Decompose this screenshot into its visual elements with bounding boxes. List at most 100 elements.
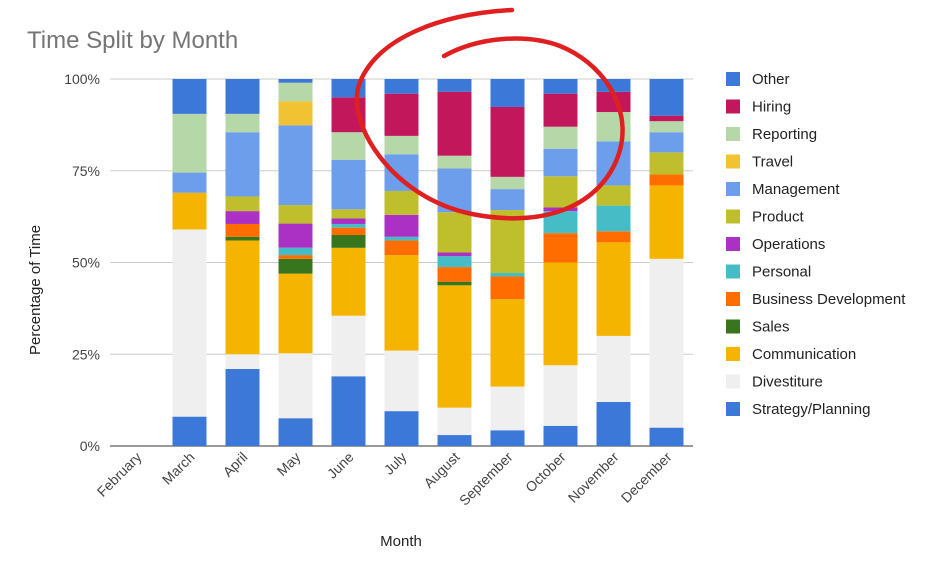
x-tick-label: June	[324, 449, 357, 482]
x-tick-label: February	[94, 449, 145, 500]
bar-segment-business-development-june	[331, 227, 366, 235]
legend-item-hiring: Hiring	[726, 99, 791, 116]
bar-segment-hiring-august	[437, 91, 472, 156]
bar-segment-management-september	[490, 189, 525, 211]
legend-item-strategy-planning: Strategy/Planning	[726, 401, 870, 418]
bars	[172, 79, 684, 446]
bar-segment-product-may	[278, 205, 313, 224]
bar-segment-other-july	[384, 79, 419, 94]
legend-item-operations: Operations	[726, 236, 825, 253]
bar-segment-management-october	[543, 148, 578, 177]
bar-segment-reporting-april	[225, 113, 260, 133]
bar-segment-divestiture-october	[543, 365, 578, 426]
bar-segment-hiring-july	[384, 93, 419, 136]
legend-swatch	[726, 264, 740, 279]
legend-item-divestiture: Divestiture	[726, 374, 823, 391]
bar-segment-product-november	[596, 185, 631, 206]
x-tick-label: September	[456, 449, 516, 509]
legend-item-product: Product	[726, 209, 805, 226]
y-tick-label: 75%	[72, 163, 100, 179]
bar-segment-other-april	[225, 79, 260, 114]
legend-swatch	[726, 319, 740, 334]
bar-segment-operations-june	[331, 218, 366, 224]
legend-swatch	[726, 402, 740, 416]
bar-segment-business-development-november	[596, 231, 631, 243]
bar-segment-strategy-planning-july	[384, 411, 419, 446]
bar-segment-other-october	[543, 79, 578, 94]
bar-segment-divestiture-november	[596, 335, 631, 402]
bar-segment-strategy-planning-march	[172, 416, 207, 446]
legend-label: Hiring	[752, 99, 791, 116]
bar-segment-communication-december	[649, 185, 684, 259]
x-tick-label: November	[565, 449, 622, 506]
bar-segment-personal-october	[543, 211, 578, 234]
bar-segment-business-development-october	[543, 233, 578, 263]
bar-segment-personal-may	[278, 247, 313, 256]
legend-swatch	[726, 154, 740, 169]
bar-segment-strategy-planning-november	[596, 401, 631, 446]
bar-segment-management-may	[278, 125, 313, 206]
legend-label: Business Development	[752, 291, 906, 308]
bar-segment-divestiture-july	[384, 350, 419, 412]
legend-swatch	[726, 72, 740, 86]
bar-segment-personal-august	[437, 256, 472, 268]
bar-segment-reporting-november	[596, 112, 631, 142]
bar-segment-sales-april	[225, 236, 260, 241]
y-tick-label: 50%	[72, 255, 100, 271]
legend-item-personal: Personal	[726, 264, 811, 281]
bar-segment-reporting-september	[490, 176, 525, 190]
legend-label: Sales	[752, 319, 790, 336]
bar-segment-other-december	[649, 79, 684, 116]
bar-segment-operations-july	[384, 214, 419, 237]
legend-swatch	[726, 292, 740, 306]
bar-segment-reporting-june	[331, 132, 366, 160]
legend: Other Hiring Reporting Travel Management Prod…	[726, 71, 906, 418]
bar-segment-business-development-july	[384, 240, 419, 256]
x-tick-label: July	[381, 449, 410, 478]
legend-swatch	[726, 99, 740, 114]
legend-item-management: Management	[726, 181, 840, 198]
x-tick-label: April	[219, 449, 250, 480]
bar-segment-strategy-planning-december	[649, 427, 684, 446]
y-tick-label: 0%	[80, 438, 100, 454]
hand-drawn-circle-annotation	[354, 7, 625, 221]
bar-segment-operations-may	[278, 223, 313, 248]
legend-label: Management	[752, 181, 840, 198]
bar-segment-communication-june	[331, 247, 366, 316]
bar-segment-reporting-may	[278, 82, 313, 102]
x-tick-label: August	[420, 449, 462, 491]
legend-label: Personal	[752, 264, 811, 281]
bar-segment-other-may	[278, 79, 313, 83]
bar-segment-strategy-planning-may	[278, 418, 313, 446]
bar-segment-personal-november	[596, 205, 631, 232]
bar-segment-reporting-october	[543, 126, 578, 149]
bar-segment-other-september	[490, 79, 525, 107]
legend-label: Other	[752, 71, 790, 88]
x-tick-label: May	[274, 449, 304, 479]
legend-item-communication: Communication	[726, 346, 856, 363]
y-axis-title: Percentage of Time	[27, 225, 44, 355]
bar-segment-business-development-december	[649, 174, 684, 186]
bar-segment-personal-june	[331, 223, 366, 228]
bar-segment-strategy-planning-october	[543, 425, 578, 446]
bar-segment-travel-may	[278, 101, 313, 126]
y-tick-label: 100%	[64, 71, 100, 87]
bar-segment-product-june	[331, 209, 366, 219]
bar-segment-divestiture-december	[649, 258, 684, 428]
bar-segment-personal-july	[384, 236, 419, 241]
bar-segment-operations-april	[225, 211, 260, 224]
bar-segment-management-july	[384, 154, 419, 191]
bar-segment-communication-may	[278, 273, 313, 354]
bar-segment-strategy-planning-september	[490, 430, 525, 446]
legend-label: Reporting	[752, 126, 817, 143]
bar-segment-sales-may	[278, 258, 313, 274]
bar-segment-management-december	[649, 132, 684, 153]
bar-segment-business-development-may	[278, 255, 313, 259]
bar-segment-divestiture-june	[331, 315, 366, 377]
bar-segment-communication-july	[384, 255, 419, 351]
bar-segment-communication-april	[225, 240, 260, 355]
bar-segment-communication-march	[172, 192, 207, 230]
bar-segment-business-development-september	[490, 276, 525, 300]
chart-title: Time Split by Month	[27, 27, 238, 54]
bar-segment-reporting-august	[437, 155, 472, 169]
